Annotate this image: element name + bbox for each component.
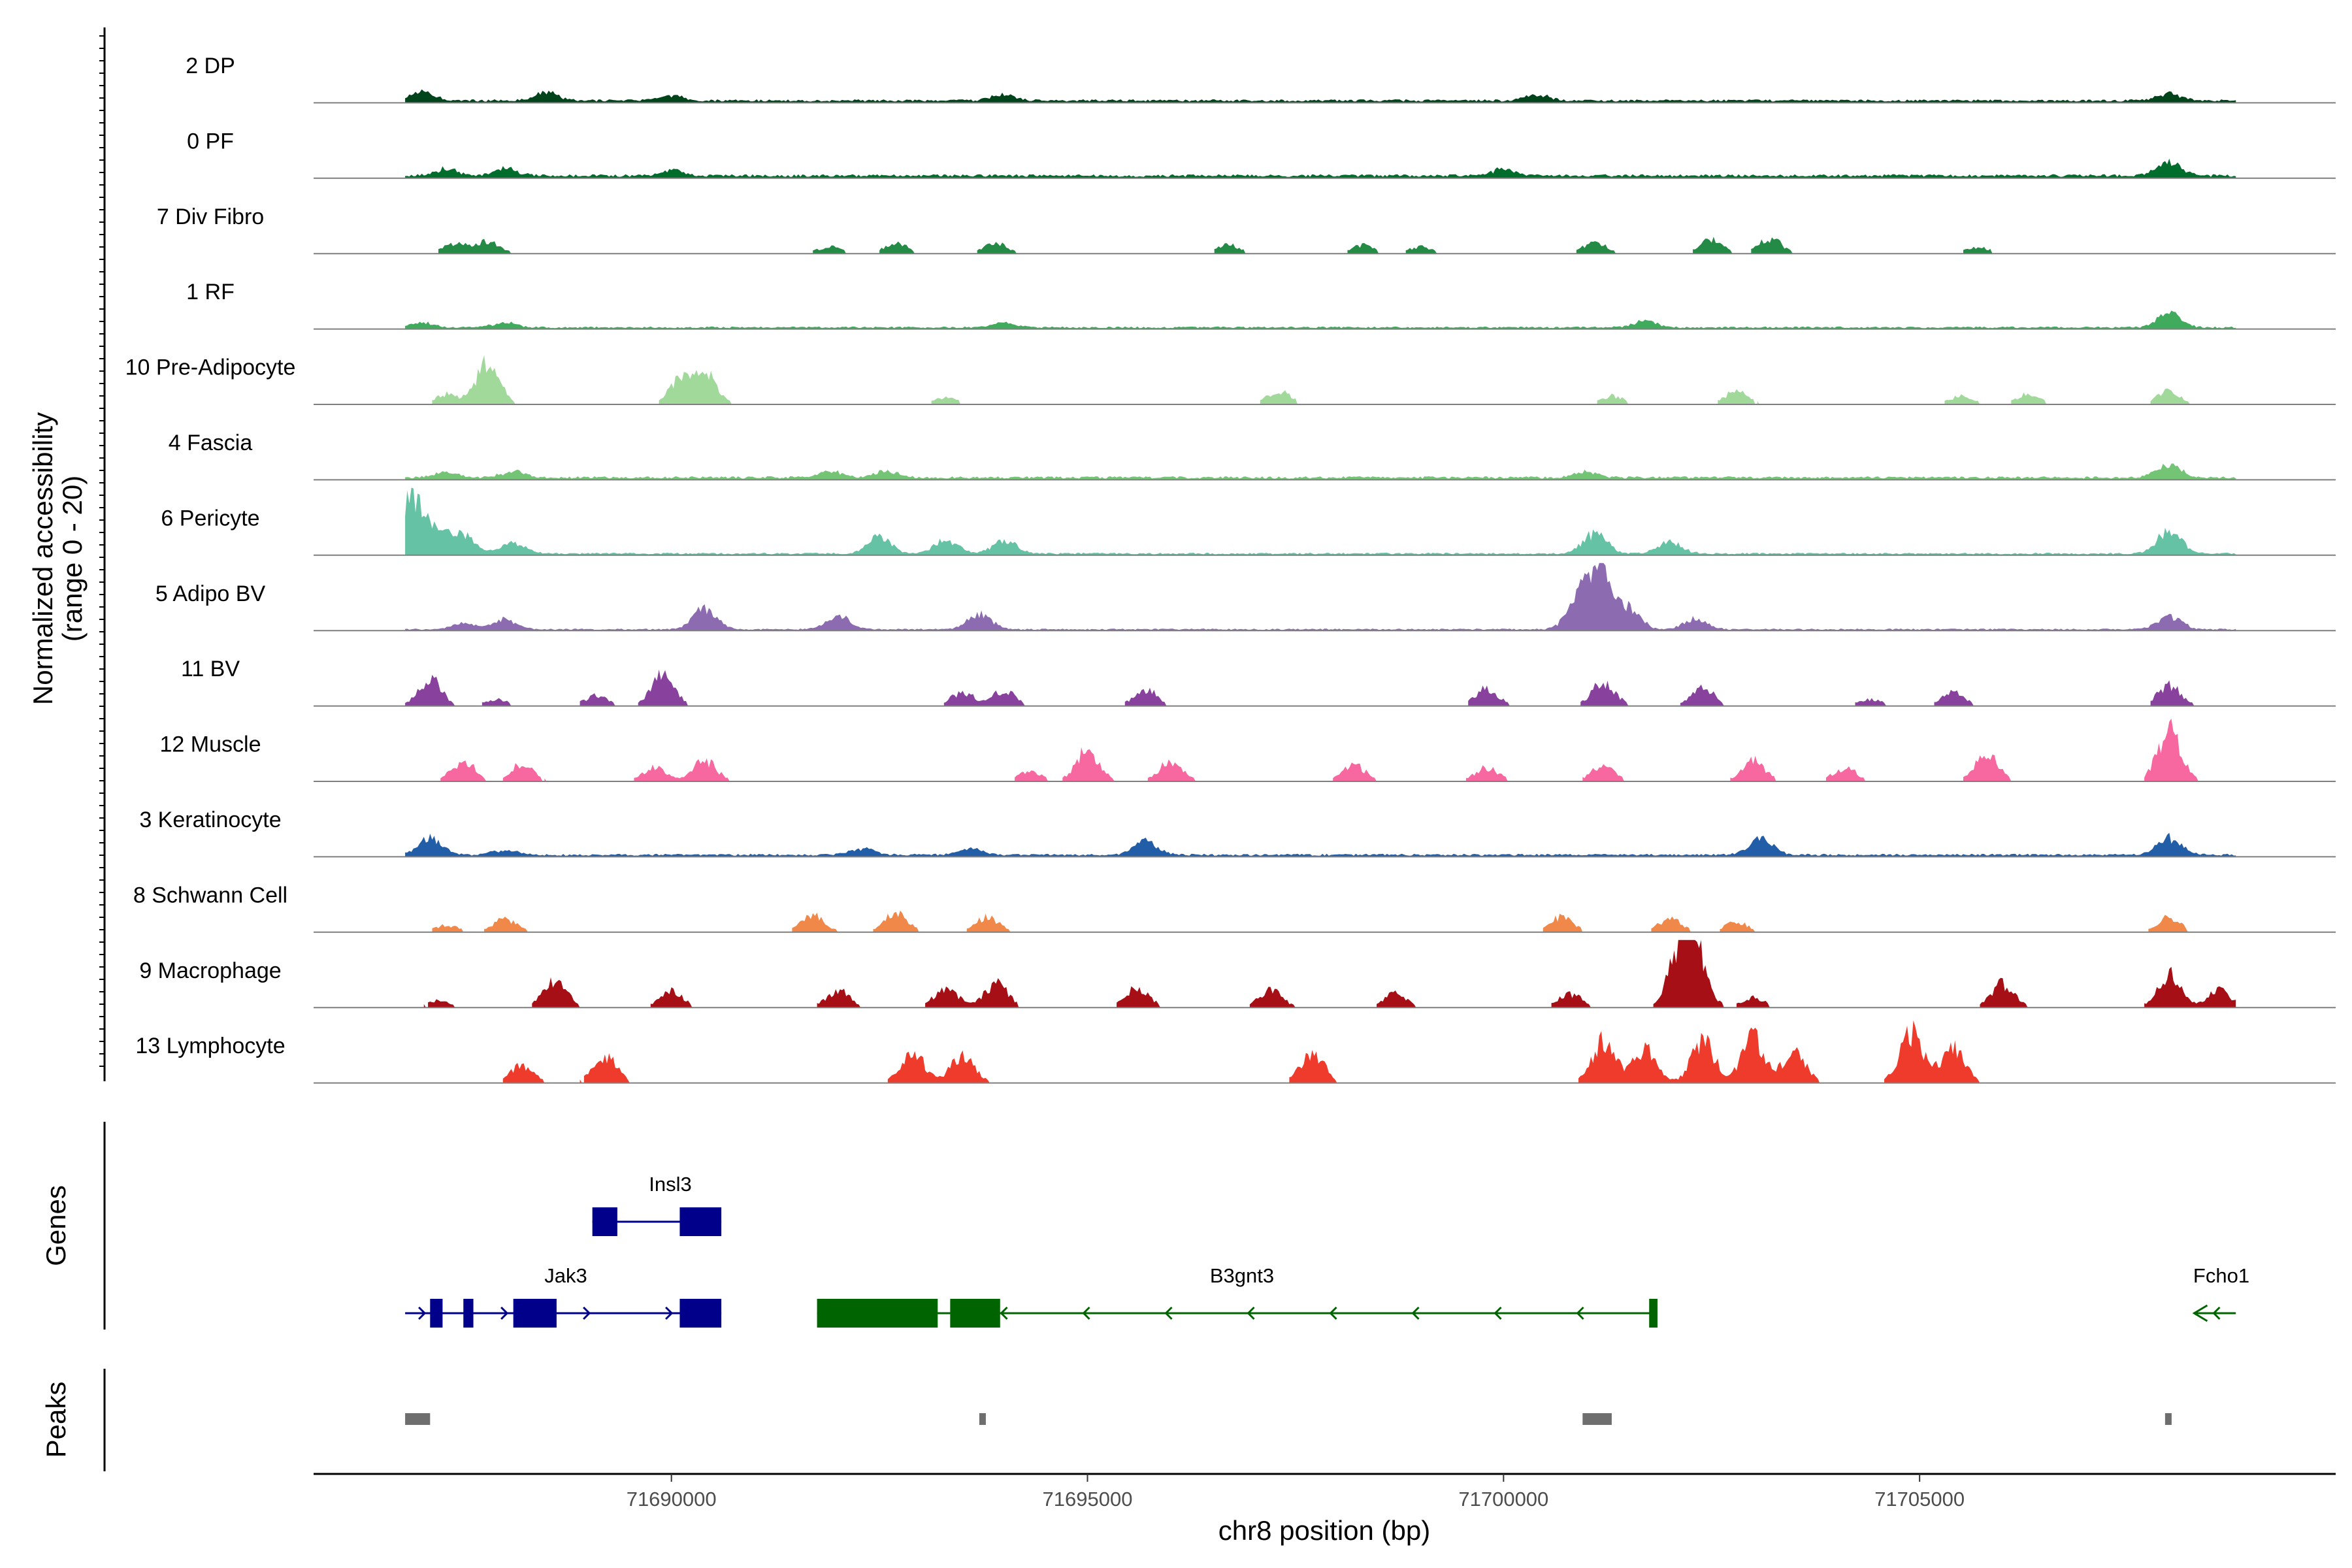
- gene-insl3: Insl3: [592, 1173, 722, 1236]
- y-axis-ticks: [99, 35, 105, 1067]
- exon: [513, 1299, 557, 1328]
- strand-arrow: [1164, 1306, 1173, 1320]
- track-signal: [405, 487, 2236, 555]
- strand-arrow: [500, 1306, 509, 1320]
- track-label: 11 BV: [181, 657, 240, 681]
- peak-region: [2164, 1413, 2172, 1425]
- exon: [592, 1207, 617, 1236]
- strand-arrow: [1411, 1306, 1420, 1320]
- strand-arrow: [418, 1306, 427, 1320]
- peak-region: [405, 1413, 431, 1425]
- track-signal: [502, 1020, 1980, 1083]
- peaks-panel-label: Peaks: [41, 1382, 71, 1458]
- strand-arrow: [2192, 1304, 2208, 1322]
- track-label: 0 PF: [187, 129, 234, 154]
- y-axis-subtitle: (range 0 - 20): [57, 476, 88, 642]
- track-signal: [405, 832, 2236, 857]
- exon: [950, 1299, 1000, 1328]
- strand-arrow: [2212, 1306, 2221, 1320]
- track-label: 1 RF: [186, 280, 235, 304]
- x-axis-ticks: 71690000 71695000 71700000 71705000: [627, 1474, 1965, 1511]
- peaks-panel: Peaks: [41, 1369, 2172, 1471]
- x-tick-label: 71705000: [1874, 1488, 1965, 1511]
- strand-arrow: [583, 1306, 591, 1320]
- gene-label: Insl3: [649, 1173, 691, 1196]
- strand-arrow: [665, 1306, 674, 1320]
- accessibility-panel: Normalized accessibility (range 0 - 20) …: [27, 27, 2336, 1084]
- peak-region: [1582, 1413, 1612, 1425]
- track-label: 9 Macrophage: [139, 958, 281, 983]
- x-tick-label: 71695000: [1043, 1488, 1133, 1511]
- track-signal: [405, 89, 2236, 103]
- gene-label: Jak3: [544, 1264, 587, 1287]
- gene-track: Insl3 Jak3 B3gnt3 Fcho1: [405, 1173, 2249, 1328]
- track-label: 5 Adipo BV: [155, 581, 266, 606]
- track-label: 10 Pre-Adipocyte: [125, 355, 296, 380]
- track-signal: [438, 237, 1993, 254]
- x-tick-label: 71690000: [627, 1488, 717, 1511]
- exon: [1649, 1299, 1658, 1328]
- track-label: 2 DP: [186, 54, 235, 78]
- peak-region: [979, 1413, 986, 1425]
- strand-arrow: [1329, 1306, 1337, 1320]
- gene-jak3: Jak3: [405, 1264, 722, 1328]
- genes-panel: Genes Insl3 Jak3 B3gnt3 Fcho1: [41, 1122, 2249, 1330]
- genes-panel-label: Genes: [41, 1185, 71, 1266]
- exon: [679, 1299, 722, 1328]
- x-axis: 71690000 71695000 71700000 71705000 chr8 po…: [314, 1473, 2336, 1546]
- track-signal: [405, 669, 2195, 706]
- track-signal: [405, 563, 2236, 631]
- track-signal: [405, 463, 2236, 480]
- gene-fcho1: Fcho1: [2192, 1264, 2249, 1322]
- track-label: 13 Lymphocyte: [135, 1034, 285, 1058]
- track-signal: [423, 939, 2236, 1008]
- gene-label: B3gnt3: [1210, 1264, 1274, 1287]
- track-signal: [432, 355, 2191, 404]
- gene-label: Fcho1: [2193, 1264, 2249, 1287]
- strand-arrow: [1576, 1306, 1584, 1320]
- exon: [679, 1207, 722, 1236]
- exon: [817, 1299, 938, 1328]
- track-label: 4 Fascia: [169, 431, 253, 455]
- strand-arrow: [1082, 1306, 1090, 1320]
- exon: [463, 1299, 474, 1328]
- track-label: 8 Schwann Cell: [133, 883, 287, 907]
- track-label: 3 Keratinocyte: [139, 808, 281, 832]
- strand-arrow: [1000, 1306, 1008, 1320]
- peak-track: [405, 1413, 2172, 1425]
- exon: [430, 1299, 443, 1328]
- gene-b3gnt3: B3gnt3: [817, 1264, 1658, 1328]
- track-signal: [405, 310, 2236, 329]
- track-label: 7 Div Fibro: [157, 204, 264, 229]
- strand-arrow: [1494, 1306, 1502, 1320]
- x-tick-label: 71700000: [1458, 1488, 1548, 1511]
- track-list: 2 DP 0 PF 7 Div Fibro 1 RF 10 Pre-Adipocyte 4…: [125, 54, 2336, 1084]
- track-label: 12 Muscle: [160, 732, 261, 757]
- strand-arrow: [1247, 1306, 1255, 1320]
- track-signal: [405, 158, 2236, 178]
- track-signal: [432, 910, 2188, 932]
- y-axis-title: Normalized accessibility: [27, 412, 58, 705]
- x-axis-title: chr8 position (bp): [1218, 1515, 1431, 1546]
- track-label: 6 Pericyte: [161, 506, 259, 531]
- track-signal: [440, 719, 2198, 781]
